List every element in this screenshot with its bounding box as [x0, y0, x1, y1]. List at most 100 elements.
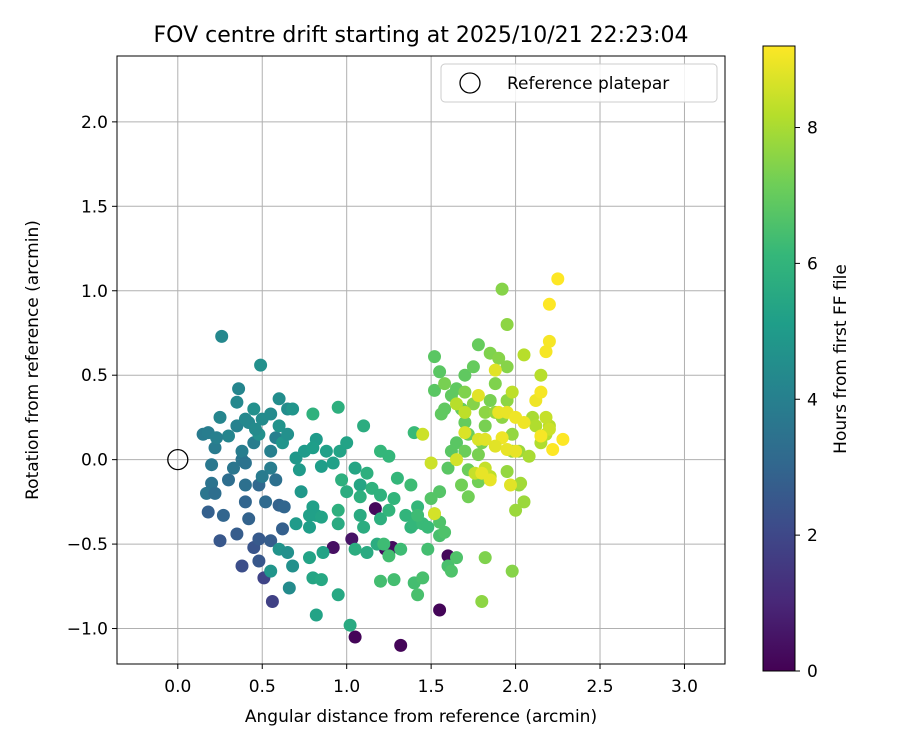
scatter-point [517, 416, 531, 429]
scatter-point [292, 463, 306, 477]
scatter-point [259, 495, 273, 509]
colorbar: 0 2 4 6 8 Hours from first FF file [762, 45, 851, 682]
scatter-point [416, 427, 430, 441]
scatter-point [458, 416, 472, 429]
scatter-point [303, 551, 316, 565]
scatter-point [340, 485, 354, 499]
chart-title: FOV centre drift starting at 2025/10/21 … [154, 23, 689, 48]
scatter-point [353, 508, 367, 522]
scatter-point [488, 363, 502, 377]
colorbar-ticks: 0 2 4 6 8 [795, 119, 818, 682]
scatter-point [387, 492, 401, 505]
reference-platepar-marker [167, 448, 189, 471]
scatter-point [539, 345, 553, 359]
scatter-point [264, 444, 278, 458]
scatter-point [416, 571, 430, 585]
scatter-point [306, 441, 320, 455]
x-axis-label: Angular distance from reference (arcmin) [245, 707, 597, 727]
scatter-point [517, 495, 531, 509]
x-tick-label: 2.5 [586, 677, 613, 697]
scatter-point [343, 618, 357, 632]
scatter-point [216, 508, 230, 522]
scatter-point [309, 608, 323, 622]
scatter-point [455, 478, 468, 492]
scatter-point [433, 365, 447, 379]
y-tick-label: 0.5 [81, 366, 108, 386]
colorbar-tick-label: 4 [807, 390, 818, 410]
scatter-point [390, 471, 404, 485]
scatter-point [232, 382, 246, 396]
scatter-point [222, 473, 235, 487]
scatter-point [450, 551, 463, 565]
scatter-point [281, 427, 295, 441]
colorbar-tick-label: 6 [807, 254, 818, 274]
scatter-point [235, 444, 249, 458]
scatter-point [382, 549, 396, 563]
scatter-point [331, 503, 345, 517]
scatter-point [205, 476, 219, 490]
scatter-point [264, 564, 278, 578]
scatter-point [387, 573, 401, 587]
scatter-point [360, 466, 374, 480]
scatter-point [264, 534, 278, 548]
scatter-point [471, 338, 485, 352]
scatter-point [269, 473, 283, 487]
scatter-point [357, 419, 371, 433]
scatter-point [314, 510, 328, 524]
scatter-point [222, 429, 235, 443]
scatter-point [345, 532, 359, 546]
scatter-point [382, 503, 396, 517]
scatter-point [478, 551, 492, 565]
scatter-point [357, 520, 371, 534]
scatter-point [500, 360, 514, 374]
colorbar-tick-label: 2 [807, 526, 818, 546]
scatter-point [210, 431, 224, 445]
scatter-point [433, 485, 447, 499]
scatter-point [471, 389, 485, 402]
legend-marker-reference [459, 72, 481, 94]
x-tick-label: 2.0 [502, 677, 529, 697]
scatter-point [428, 350, 441, 364]
scatter-point [438, 525, 452, 539]
colorbar-label: Hours from first FF file [831, 264, 851, 454]
scatter-point [208, 441, 222, 455]
scatter-point [230, 395, 244, 409]
scatter-point [289, 517, 303, 531]
scatter-point [500, 465, 514, 478]
scatter-point [286, 402, 300, 416]
scatter-point [509, 503, 523, 517]
scatter-point [509, 444, 523, 458]
scatter-point [458, 444, 472, 458]
scatter-point [411, 508, 425, 522]
scatter-point [303, 508, 316, 522]
scatter-point [458, 385, 472, 399]
colorbar-tick-label: 8 [807, 119, 818, 139]
scatter-point [441, 461, 455, 475]
scatter-point [529, 419, 543, 433]
scatter-point [394, 542, 408, 556]
scatter-point [505, 427, 519, 441]
scatter-point [483, 394, 497, 407]
scatter-point [466, 360, 480, 374]
y-tick-label: 1.5 [81, 197, 108, 217]
scatter-point [450, 453, 463, 467]
scatter-point [326, 541, 340, 554]
scatter-point [340, 436, 354, 450]
x-tick-label: 3.0 [671, 677, 698, 697]
scatter-point [348, 461, 362, 475]
x-tick-label: 1.0 [333, 677, 360, 697]
plot-area: 0.0 0.5 1.0 1.5 2.0 2.5 3.0 −1.0 −0.5 0.0 0.5 1.0 1… [67, 55, 726, 697]
scatter-point [461, 490, 475, 504]
scatter-point [331, 588, 345, 602]
scatter-point [374, 574, 387, 588]
scatter-point [505, 385, 519, 399]
scatter-points [196, 272, 570, 652]
scatter-point [286, 559, 300, 573]
colorbar-frame [762, 45, 796, 672]
scatter-point [478, 419, 492, 433]
scatter-point [377, 537, 391, 551]
scatter-point [411, 588, 425, 602]
y-tick-label: 1.0 [81, 282, 108, 302]
scatter-point [428, 507, 441, 521]
